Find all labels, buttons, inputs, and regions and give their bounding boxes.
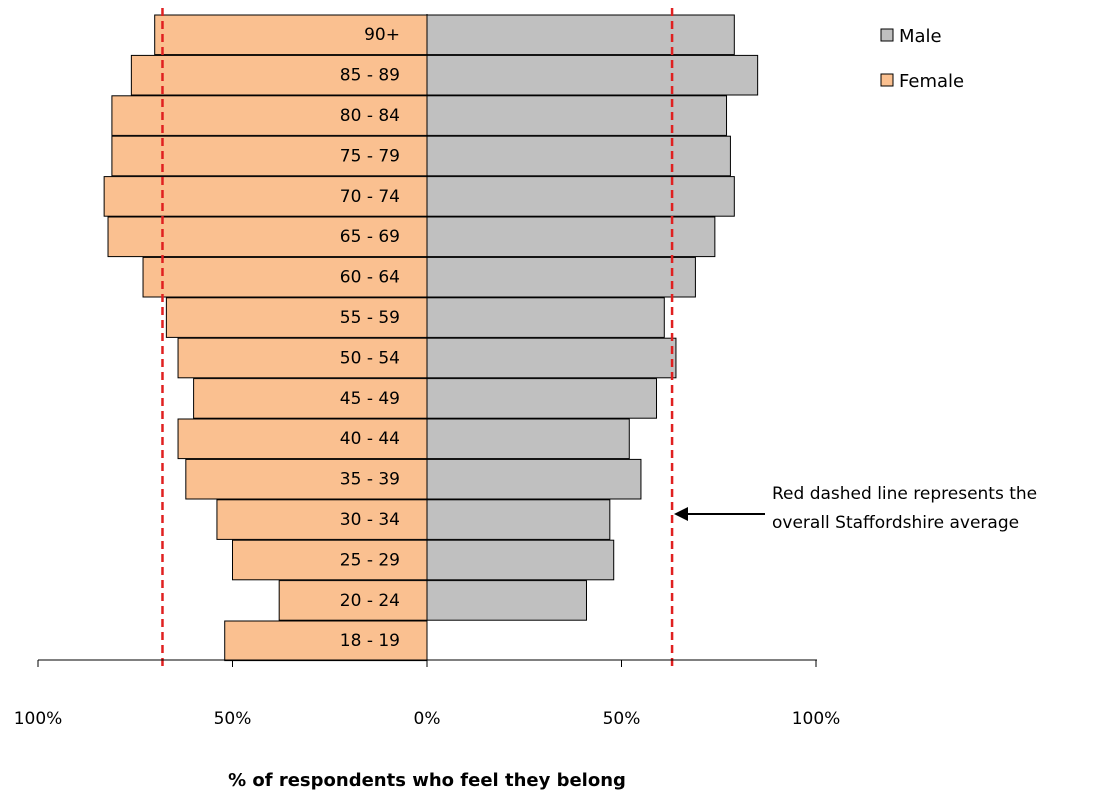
bar-female-45-49: [193, 378, 428, 419]
bar-female-55-59: [165, 297, 428, 338]
bar-female-85-89: [130, 54, 428, 96]
category-label-75-79: 75 - 79: [340, 146, 400, 166]
category-label-50-54: 50 - 54: [340, 348, 400, 368]
category-label-25-29: 25 - 29: [340, 550, 400, 570]
legend: Male Female: [880, 26, 964, 92]
annotation: Red dashed line represents the overall S…: [674, 484, 1037, 533]
bar-male-35-39: [426, 458, 642, 500]
category-label-30-34: 30 - 34: [340, 510, 400, 530]
bar-female-70-74: [103, 176, 428, 217]
bar-male-80-84: [426, 95, 728, 136]
bar-female-90plus: [154, 14, 428, 56]
legend-label-female: Female: [899, 71, 964, 92]
bar-male-55-59: [426, 297, 665, 338]
bar-male-60-64: [426, 256, 696, 298]
bar-male-50-54: [426, 337, 677, 379]
bar-male-85-89: [426, 54, 759, 96]
x-axis-title: % of respondents who feel they belong: [228, 770, 626, 790]
bar-male-75-79: [426, 135, 731, 177]
bar-male-70-74: [426, 176, 735, 217]
bar-female-40-44: [177, 418, 428, 460]
bar-male-65-69: [426, 216, 716, 258]
legend-label-male: Male: [899, 26, 942, 47]
bar-male-90plus: [426, 14, 735, 56]
annotation-line-1: Red dashed line represents the: [772, 484, 1037, 504]
x-axis-ticks: 100% 50% 0% 50% 100%: [14, 660, 841, 729]
bar-female-75-79: [111, 135, 428, 177]
x-tick-label: 100%: [792, 709, 841, 729]
category-label-90plus: 90+: [364, 25, 400, 45]
category-label-60-64: 60 - 64: [340, 268, 400, 288]
legend-swatch-female: [880, 73, 894, 87]
bar-male-30-34: [426, 499, 611, 540]
bar-male-40-44: [426, 418, 630, 460]
legend-swatch-male: [880, 28, 894, 42]
bar-female-30-34: [216, 499, 428, 540]
bar-female-35-39: [185, 458, 428, 500]
bar-female-60-64: [142, 256, 428, 298]
category-label-70-74: 70 - 74: [340, 187, 400, 207]
category-label-55-59: 55 - 59: [340, 308, 400, 328]
category-label-65-69: 65 - 69: [340, 227, 400, 247]
bar-female-50-54: [177, 337, 428, 379]
bar-female-20-24: [278, 580, 428, 621]
reference-lines-layer: [161, 8, 674, 670]
x-tick-label: 50%: [214, 709, 252, 729]
annotation-line-2: overall Staffordshire average: [772, 513, 1019, 533]
category-label-80-84: 80 - 84: [340, 106, 400, 126]
category-label-18-19: 18 - 19: [340, 631, 400, 651]
bar-female-18-19: [224, 620, 428, 662]
bar-female-25-29: [232, 539, 428, 581]
bar-male-20-24: [426, 580, 587, 621]
category-label-35-39: 35 - 39: [340, 470, 400, 490]
category-label-20-24: 20 - 24: [340, 591, 400, 611]
category-label-45-49: 45 - 49: [340, 389, 400, 409]
category-label-40-44: 40 - 44: [340, 429, 400, 449]
annotation-arrow-head: [674, 507, 688, 521]
x-tick-label: 0%: [414, 709, 441, 729]
bar-male-25-29: [426, 539, 615, 581]
category-label-85-89: 85 - 89: [340, 66, 400, 86]
x-tick-label: 100%: [14, 709, 63, 729]
category-labels-layer: 18 - 19 20 - 24 25 - 29 30 - 34 35 - 39 40 - …: [340, 25, 400, 651]
bar-male-45-49: [426, 378, 658, 419]
bars-layer: [103, 14, 759, 662]
x-tick-label: 50%: [603, 709, 641, 729]
